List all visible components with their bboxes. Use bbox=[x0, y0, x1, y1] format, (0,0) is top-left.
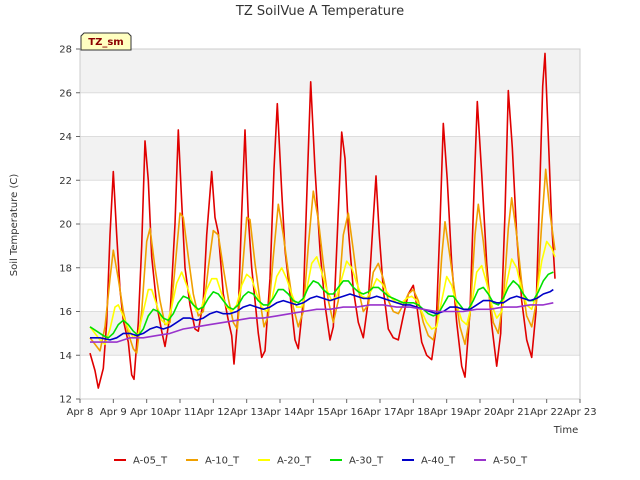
series-line-a-30-t bbox=[89, 271, 554, 339]
series-line-a-40-t bbox=[90, 288, 554, 341]
x-axis-title: Time bbox=[553, 425, 578, 436]
legend-label: A-50_T bbox=[493, 456, 528, 467]
series-layer bbox=[89, 52, 556, 389]
site-badge-label: TZ_sm bbox=[88, 37, 123, 48]
legend-item: A-30_T bbox=[330, 456, 384, 467]
x-tick-label: Apr 20 bbox=[463, 407, 496, 418]
x-tick-label: Apr 17 bbox=[363, 407, 396, 418]
x-tick-label: Apr 16 bbox=[330, 407, 363, 418]
legend-label: A-10_T bbox=[205, 456, 240, 467]
y-tick-label: 18 bbox=[59, 263, 72, 274]
x-tick-label: Apr 23 bbox=[563, 407, 596, 418]
plot-band bbox=[80, 224, 580, 268]
plot-band bbox=[80, 136, 580, 181]
x-tick-label: Apr 9 bbox=[100, 407, 127, 418]
legend-item: A-40_T bbox=[402, 456, 456, 467]
legend-item: A-10_T bbox=[186, 456, 240, 467]
y-tick-label: 26 bbox=[59, 88, 72, 99]
chart-title: TZ SoilVue A Temperature bbox=[235, 4, 404, 19]
y-tick-label: 12 bbox=[59, 395, 72, 406]
legend-label: A-30_T bbox=[349, 456, 384, 467]
legend-label: A-20_T bbox=[277, 456, 312, 467]
y-axis-title: Soil Temperature (C) bbox=[9, 174, 20, 277]
x-tick-label: Apr 12 bbox=[197, 407, 230, 418]
x-tick-label: Apr 10 bbox=[130, 407, 163, 418]
plot-band bbox=[80, 311, 580, 356]
legend-item: A-50_T bbox=[474, 456, 528, 467]
y-tick-label: 14 bbox=[59, 351, 72, 362]
legend-item: A-20_T bbox=[258, 456, 312, 467]
series-line-a-20-t bbox=[89, 240, 556, 346]
legend-label: A-40_T bbox=[421, 456, 456, 467]
x-tick-label: Apr 11 bbox=[163, 407, 196, 418]
x-tick-label: Apr 18 bbox=[397, 407, 430, 418]
legend-label: A-05_T bbox=[133, 456, 168, 467]
site-badge-box bbox=[80, 32, 132, 51]
x-axis-ticks: Apr 8 Apr 9 Apr 10 Apr 11 Apr 12 Apr 13 Apr 14… bbox=[67, 399, 597, 418]
y-tick-label: 24 bbox=[59, 132, 72, 143]
x-tick-label: Apr 21 bbox=[497, 407, 530, 418]
y-axis-ticks: 12 14 16 18 20 22 24 26 28 bbox=[59, 45, 80, 406]
legend-item: A-05_T bbox=[114, 456, 168, 467]
x-tick-label: Apr 22 bbox=[530, 407, 563, 418]
series-line-a-05-t bbox=[89, 52, 556, 389]
x-tick-label: Apr 8 bbox=[67, 407, 94, 418]
plot-band bbox=[80, 49, 580, 93]
y-tick-label: 28 bbox=[59, 45, 72, 56]
series-line-a-50-t bbox=[90, 302, 554, 343]
y-tick-label: 22 bbox=[59, 176, 72, 187]
x-tick-label: Apr 19 bbox=[430, 407, 463, 418]
legend: A-05_T A-10_T A-20_T A-30_T A-40_T A-50_T bbox=[114, 456, 528, 467]
site-badge: TZ_sm bbox=[80, 32, 132, 51]
y-tick-label: 16 bbox=[59, 307, 72, 318]
x-tick-label: Apr 13 bbox=[230, 407, 263, 418]
x-tick-label: Apr 14 bbox=[263, 407, 296, 418]
x-tick-label: Apr 15 bbox=[297, 407, 330, 418]
y-tick-label: 20 bbox=[59, 220, 72, 231]
